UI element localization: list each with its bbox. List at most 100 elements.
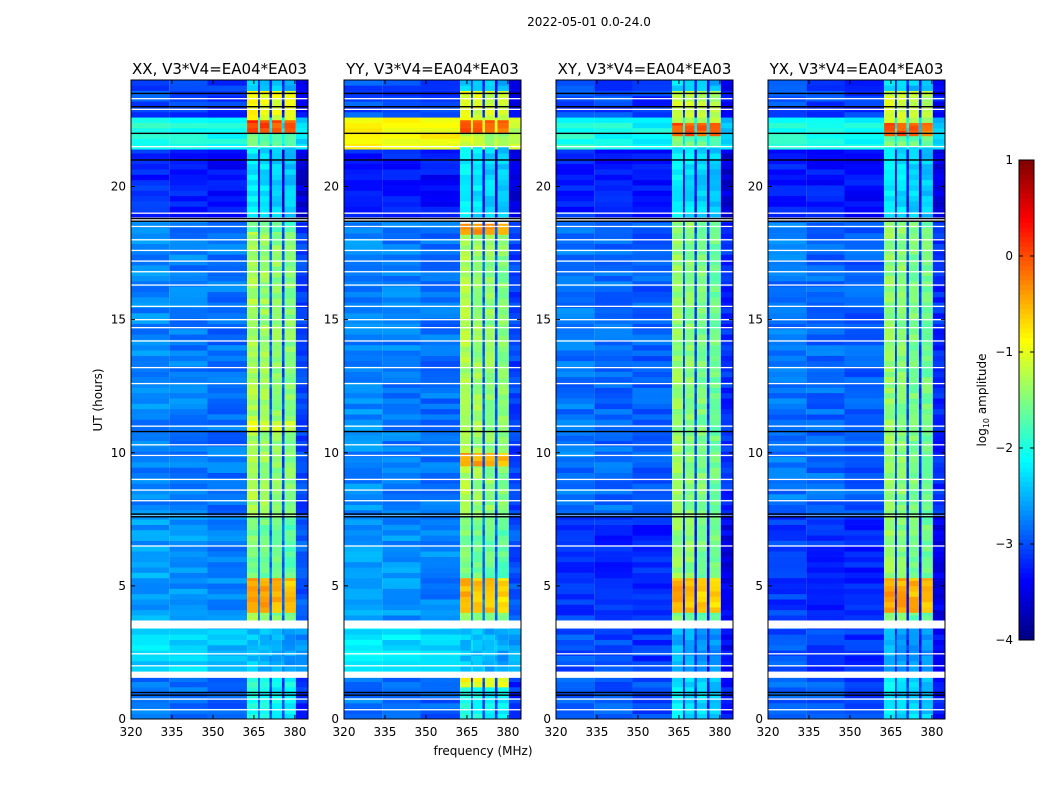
- y-tick-label: 20: [324, 180, 339, 194]
- heatmap-cell: [495, 244, 498, 250]
- heatmap-cell: [260, 357, 270, 363]
- heatmap-cell: [498, 201, 509, 207]
- heatmap-cell: [420, 175, 460, 181]
- heatmap-cell: [131, 441, 169, 447]
- heatmap-cell: [420, 467, 460, 473]
- heatmap-cell: [710, 276, 721, 282]
- heatmap-cell: [258, 276, 260, 282]
- heatmap-cell: [495, 164, 498, 170]
- heatmap-cell: [296, 393, 308, 399]
- heatmap-cell: [260, 530, 270, 536]
- heatmap-cell: [906, 361, 908, 367]
- heatmap-cell: [482, 206, 484, 212]
- heatmap-cell: [694, 628, 696, 629]
- heatmap-cell: [207, 525, 247, 531]
- heatmap-cell: [768, 519, 806, 525]
- heatmap-cell: [296, 615, 308, 621]
- heatmap-cell: [344, 557, 382, 563]
- heatmap-cell: [895, 297, 897, 303]
- heatmap-cell: [207, 244, 247, 250]
- heatmap-cell: [344, 682, 382, 688]
- heatmap-cell: [721, 164, 733, 170]
- flagged-line: [344, 545, 521, 546]
- heatmap-cell: [672, 551, 683, 557]
- heatmap-cell: [382, 153, 420, 159]
- heatmap-cell: [683, 123, 685, 129]
- heatmap-cell: [509, 650, 521, 656]
- heatmap-cell: [247, 123, 258, 129]
- heatmap-cell: [685, 153, 695, 159]
- heatmap-cell: [258, 628, 260, 629]
- heatmap-cell: [420, 139, 460, 145]
- heatmap-cell: [694, 196, 696, 202]
- heatmap-cell: [131, 276, 169, 282]
- heatmap-cell: [485, 240, 495, 246]
- heatmap-cell: [806, 201, 844, 207]
- heatmap-cell: [420, 562, 460, 568]
- heatmap-cell: [707, 302, 710, 308]
- heatmap-cell: [247, 441, 258, 447]
- heatmap-cell: [556, 117, 594, 123]
- heatmap-cell: [269, 462, 271, 468]
- heatmap-cell: [768, 467, 806, 473]
- heatmap-cell: [933, 149, 945, 153]
- heatmap-cell: [685, 562, 695, 568]
- heatmap-cell: [933, 334, 945, 340]
- heatmap-cell: [556, 133, 594, 139]
- heatmap-cell: [473, 330, 483, 336]
- heatmap-cell: [707, 403, 710, 409]
- heatmap-cell: [131, 557, 169, 563]
- heatmap-cell: [498, 494, 509, 500]
- heatmap-cell: [473, 461, 483, 467]
- heatmap-cell: [710, 551, 721, 557]
- heatmap-cell: [806, 457, 844, 463]
- heatmap-cell: [382, 583, 420, 589]
- heatmap-cell: [685, 169, 695, 175]
- heatmap-cell: [420, 265, 460, 271]
- zero-line: [131, 513, 308, 514]
- heatmap-cell: [697, 467, 707, 473]
- heatmap-cell: [285, 562, 296, 568]
- heatmap-cell: [685, 473, 695, 479]
- heatmap-cell: [694, 169, 696, 175]
- heatmap-cell: [498, 405, 509, 411]
- heatmap-cell: [933, 546, 945, 552]
- heatmap-cell: [672, 613, 683, 616]
- heatmap-cell: [844, 628, 884, 629]
- heatmap-cell: [906, 206, 908, 212]
- heatmap-cell: [495, 551, 498, 557]
- heatmap-cell: [721, 419, 733, 425]
- heatmap-cell: [420, 254, 460, 260]
- heatmap-cell: [594, 546, 632, 552]
- heatmap-cell: [710, 112, 721, 118]
- heatmap-cell: [460, 293, 471, 299]
- flagged-line: [556, 260, 733, 261]
- heatmap-cell: [460, 201, 471, 207]
- heatmap-cell: [594, 201, 632, 207]
- heatmap-cell: [247, 341, 258, 347]
- heatmap-cell: [895, 222, 897, 228]
- heatmap-cell: [247, 320, 258, 326]
- heatmap-cell: [260, 602, 270, 608]
- heatmap-cell: [260, 586, 270, 592]
- heatmap-cell: [672, 136, 683, 142]
- heatmap-cell: [556, 334, 594, 340]
- heatmap-cell: [685, 233, 695, 239]
- heatmap-cell: [485, 602, 495, 608]
- heatmap-cell: [344, 583, 382, 589]
- heatmap-cell: [382, 117, 420, 123]
- heatmap-cell: [768, 446, 806, 452]
- heatmap-cell: [260, 394, 270, 400]
- heatmap-cell: [258, 222, 260, 228]
- heatmap-cell: [285, 384, 296, 390]
- heatmap-cell: [632, 149, 672, 153]
- heatmap-cell: [460, 645, 471, 651]
- heatmap-cell: [672, 398, 683, 404]
- heatmap-cell: [207, 164, 247, 170]
- heatmap-cell: [721, 656, 733, 662]
- heatmap-cell: [258, 494, 260, 500]
- heatmap-cell: [282, 112, 285, 118]
- heatmap-cell: [296, 446, 308, 452]
- heatmap-cell: [272, 99, 282, 105]
- heatmap-cell: [420, 451, 460, 457]
